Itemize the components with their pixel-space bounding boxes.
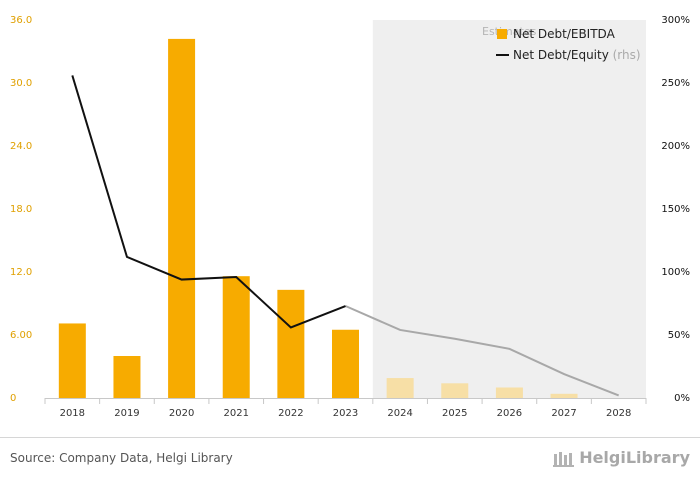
- bars: [58, 38, 578, 399]
- y-left-tick-label: 12.0: [10, 267, 32, 278]
- bar: [550, 393, 578, 398]
- legend-line-suffix: (rhs): [609, 48, 641, 62]
- line-series: [71, 75, 620, 397]
- y-right-tick-label: 300%: [661, 15, 690, 26]
- y-left-tick-label: 36.0: [10, 15, 32, 26]
- y-right-tick-label: 200%: [661, 141, 690, 152]
- x-tick-label: 2018: [60, 408, 85, 419]
- brand-logo: HelgiLibrary: [553, 448, 690, 467]
- x-tick-label: 2026: [497, 408, 522, 419]
- legend-bar-label: Net Debt/EBITDA: [513, 27, 616, 41]
- bar: [168, 38, 196, 399]
- library-icon: [553, 451, 575, 467]
- bar: [332, 329, 359, 398]
- legend: Estimates Net Debt/EBITDA Net Debt/Equit…: [482, 25, 641, 62]
- y-right-tick-label: 150%: [661, 204, 690, 215]
- x-tick-label: 2024: [387, 408, 412, 419]
- x-tick-label: 2020: [169, 408, 194, 419]
- estimates-label: Estimates: [482, 25, 537, 38]
- y-right-tick-label: 0%: [674, 393, 690, 404]
- brand-name: HelgiLibrary: [579, 448, 690, 467]
- legend-line-text: Net Debt/Equity (rhs): [513, 48, 641, 62]
- x-tick-label: 2021: [224, 408, 249, 419]
- bar: [113, 356, 141, 398]
- bar: [277, 289, 305, 398]
- x-tick-label: 2025: [442, 408, 467, 419]
- axes: 0 6.00 12.0 18.0 24.0 30.0 36.0 0% 50% 100% 150% 20…: [10, 15, 690, 419]
- footer: Source: Company Data, Helgi Library Helg…: [0, 437, 700, 484]
- estimates-background: [372, 20, 646, 398]
- y-right-tick-label: 50%: [668, 330, 690, 341]
- bar: [58, 323, 86, 398]
- x-tick-label: 2023: [333, 408, 358, 419]
- bar: [386, 378, 414, 398]
- x-tick-label: 2028: [606, 408, 631, 419]
- legend-line-label: Net Debt/Equity: [513, 48, 609, 62]
- x-tick-label: 2027: [551, 408, 576, 419]
- bar: [222, 276, 250, 398]
- source-text: Source: Company Data, Helgi Library: [10, 451, 233, 465]
- bar: [495, 387, 523, 398]
- x-tick-label: 2022: [278, 408, 303, 419]
- chart-svg: 0 6.00 12.0 18.0 24.0 30.0 36.0 0% 50% 100% 150% 20…: [10, 15, 690, 419]
- y-left-tick-label: 0: [10, 393, 16, 404]
- y-left-tick-label: 24.0: [10, 141, 32, 152]
- bar: [441, 383, 469, 398]
- net-debt-equity-line: [71, 75, 346, 329]
- y-left-tick-label: 18.0: [10, 204, 32, 215]
- net-debt-equity-line-estimate: [345, 305, 620, 397]
- x-tick-label: 2019: [114, 408, 139, 419]
- legend-bar-swatch: [497, 29, 507, 39]
- estimates-region: [372, 20, 646, 398]
- y-left-tick-label: 30.0: [10, 78, 32, 89]
- y-right-tick-label: 100%: [661, 267, 690, 278]
- y-left-tick-label: 6.00: [10, 330, 32, 341]
- y-right-tick-label: 250%: [661, 78, 690, 89]
